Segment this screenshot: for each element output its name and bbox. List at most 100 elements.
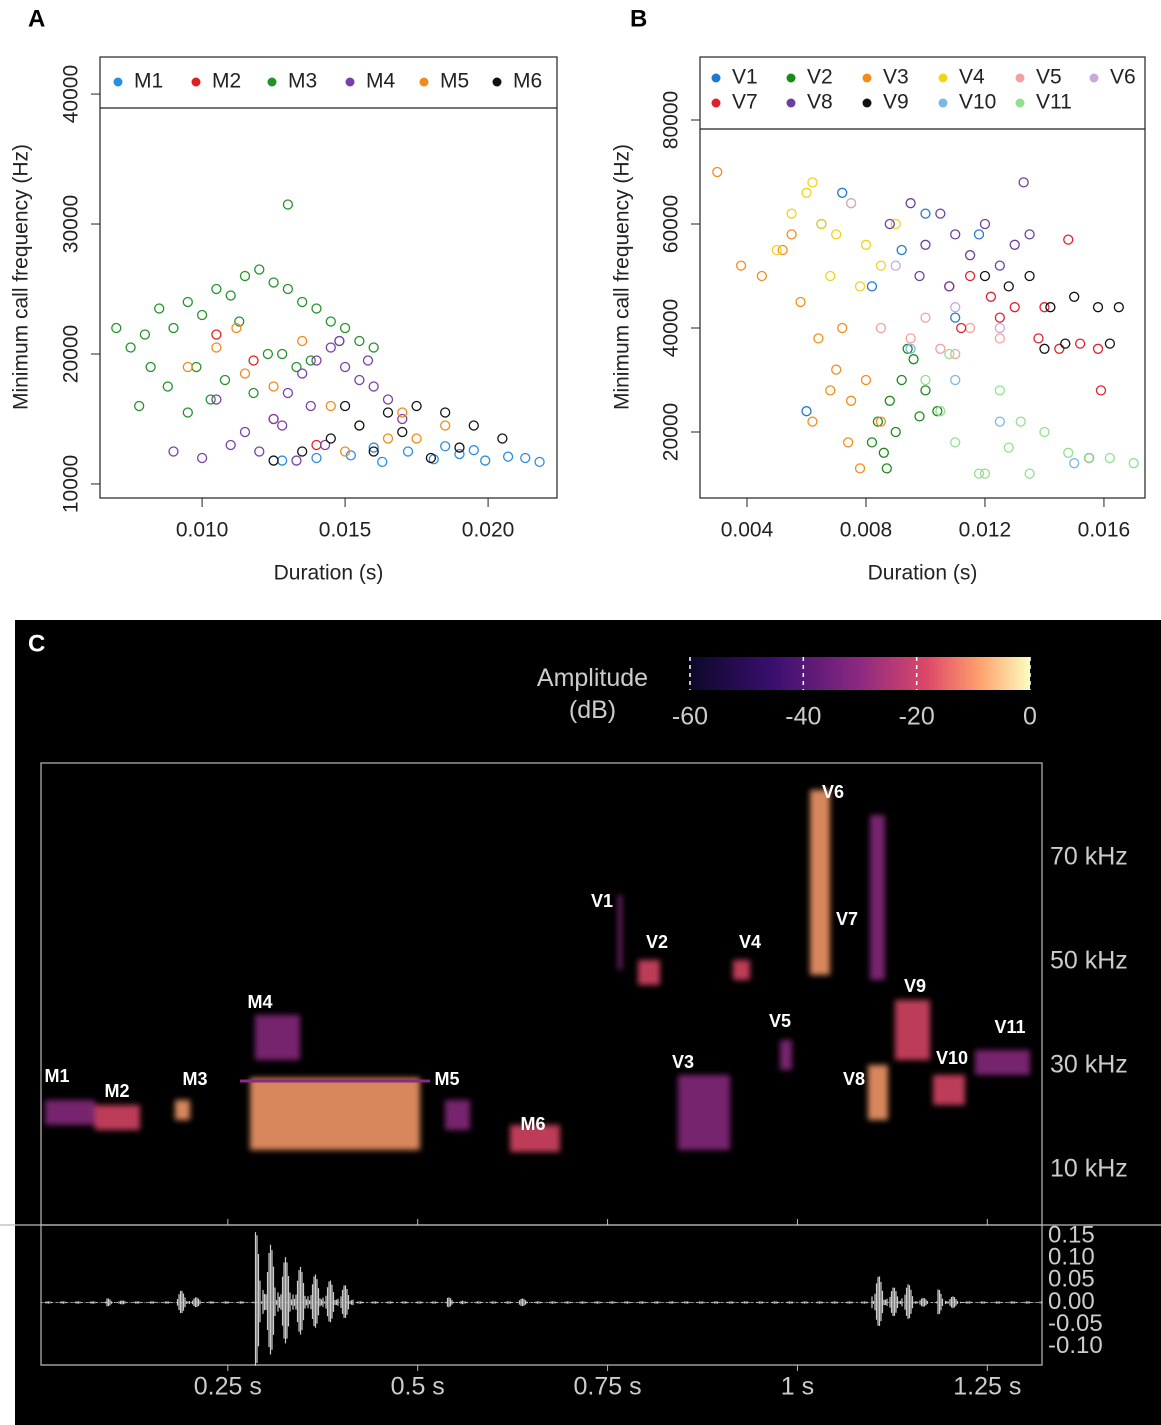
point [935,406,946,417]
legend-marker [862,98,872,108]
point [480,455,491,466]
point [872,416,884,427]
point [111,322,122,334]
point [211,394,222,405]
point [878,447,889,458]
point [219,374,231,386]
point [1069,291,1080,302]
point [239,426,251,438]
point [860,239,872,250]
point [182,361,193,373]
legend-marker [345,77,355,87]
point [1060,338,1071,349]
point [944,348,955,360]
point [845,198,857,209]
colorbar-label: Amplitude (dB) [536,664,649,724]
point [920,208,931,219]
legend-label: V10 [959,91,996,114]
legend-marker [1015,98,1025,108]
point [277,420,288,431]
call-label: V9 [904,976,926,996]
point [162,381,173,392]
x-tick-label: 0.004 [721,519,774,542]
point [854,463,866,474]
legend-marker [711,73,721,83]
point [866,281,878,292]
panel-letter: B [630,5,647,32]
point [964,322,976,334]
colorbar [690,657,1030,690]
point [875,416,887,427]
point [994,333,1005,344]
point [875,260,887,271]
point [920,385,931,396]
point [182,407,193,418]
point [468,420,479,431]
point [842,437,854,448]
call-energy [678,1075,730,1150]
point [777,244,788,256]
point [860,374,872,386]
point [291,455,302,466]
point [1045,302,1056,313]
call-label: M5 [434,1069,459,1089]
point [979,218,991,230]
y-tick-label: 70 kHz [1050,843,1128,871]
point [1054,343,1065,354]
point [305,355,316,366]
point [950,229,961,240]
call-label: V3 [672,1052,694,1072]
y-tick-label: 50 kHz [1050,947,1128,975]
point [225,439,236,451]
point [382,433,394,444]
call-label: V11 [994,1017,1025,1037]
point [786,229,797,240]
y-tick-label: 80000 [660,91,683,149]
call-energy [810,790,830,975]
point [254,264,265,275]
y2-tick-label: 0.15 [1048,1221,1095,1248]
point [1009,302,1020,313]
x-tick-label: 0.016 [1078,519,1131,542]
point [756,270,768,282]
point [225,290,236,301]
point [311,355,322,366]
y2-tick-label: 0.05 [1048,1266,1095,1293]
point [825,385,836,396]
point [1063,234,1074,245]
call-label: V1 [591,891,613,911]
point [139,329,151,340]
y-tick-label: 10 kHz [1050,1155,1128,1183]
point [397,413,408,425]
point [311,303,322,314]
legend-label: M6 [513,70,542,93]
point [1113,302,1124,313]
point [896,374,907,386]
point [994,385,1005,396]
y2-tick-label: -0.05 [1048,1310,1103,1337]
point [920,374,931,386]
point [837,187,848,198]
point [534,456,545,468]
call-energy [933,1075,965,1105]
point [134,400,145,412]
point [1128,458,1139,469]
point [944,281,955,292]
point [291,361,302,373]
point [205,394,216,405]
point [211,329,222,340]
plot-frame [99,56,558,499]
call-label: V4 [739,932,761,952]
point [254,446,265,457]
legend-label: V2 [807,66,833,89]
point [440,441,451,452]
point [277,348,288,360]
point [277,455,288,466]
point [1039,426,1050,438]
y-tick-label: 20000 [660,403,683,461]
legend-label: V8 [807,91,833,114]
legend-label: V4 [959,66,985,89]
legend-label: M5 [440,70,469,93]
point [268,413,279,425]
point [402,446,414,457]
